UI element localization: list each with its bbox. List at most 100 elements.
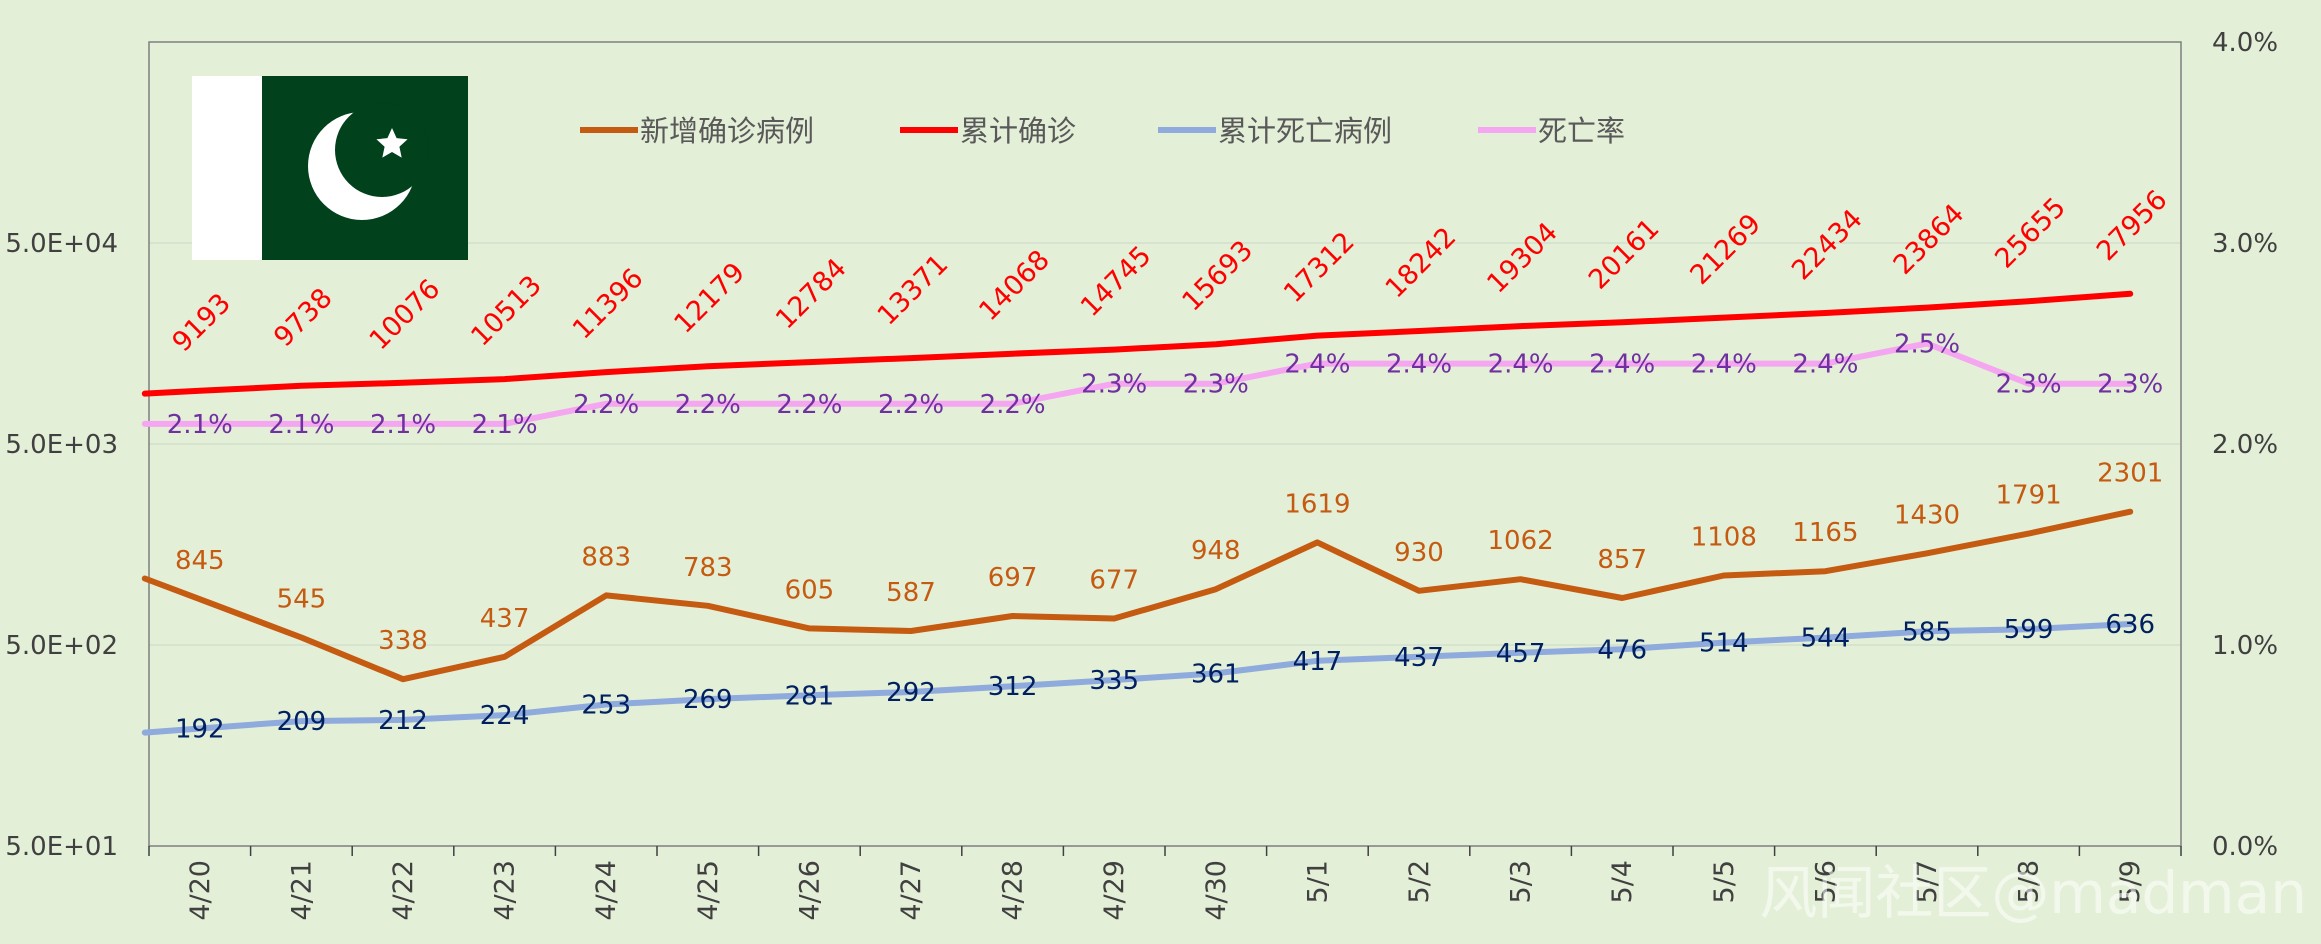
data-label: 335 bbox=[1089, 666, 1139, 696]
axes: 5.0E+01 5.0E+02 5.0E+03 5.0E+04 0.0% 1.0% 2.0%… bbox=[5, 28, 2278, 921]
data-label: 476 bbox=[1597, 635, 1647, 665]
data-label: 2.4% bbox=[1284, 350, 1350, 380]
data-label: 2.1% bbox=[268, 410, 334, 440]
data-label: 677 bbox=[1089, 566, 1139, 596]
data-label: 2.2% bbox=[573, 390, 639, 420]
x-tick-label: 5/7 bbox=[1912, 860, 1943, 903]
x-tick-label: 4/22 bbox=[388, 860, 419, 921]
data-label: 9738 bbox=[268, 283, 339, 354]
x-tick-label: 4/27 bbox=[896, 860, 927, 921]
data-label: 14068 bbox=[973, 244, 1056, 327]
data-label: 1619 bbox=[1284, 489, 1350, 519]
data-label: 361 bbox=[1191, 659, 1241, 689]
x-tick-label: 5/2 bbox=[1404, 860, 1435, 903]
data-label: 599 bbox=[2004, 615, 2054, 645]
series-line bbox=[141, 508, 2134, 683]
series-line bbox=[141, 340, 2134, 427]
data-label: 19304 bbox=[1481, 217, 1564, 300]
data-label: 437 bbox=[1394, 643, 1444, 673]
data-label: 636 bbox=[2105, 610, 2155, 640]
data-label: 312 bbox=[988, 672, 1038, 702]
data-label: 2.1% bbox=[472, 410, 538, 440]
data-label: 20161 bbox=[1583, 213, 1666, 296]
data-label: 545 bbox=[277, 584, 327, 614]
data-label: 585 bbox=[1902, 617, 1952, 647]
x-tick-label: 5/6 bbox=[1810, 860, 1841, 903]
data-label: 13371 bbox=[872, 249, 955, 332]
data-label: 2.2% bbox=[878, 390, 944, 420]
data-label: 338 bbox=[378, 626, 428, 656]
y-right-tick-label: 0.0% bbox=[2212, 832, 2278, 862]
data-label: 2.2% bbox=[980, 390, 1046, 420]
data-label: 18242 bbox=[1380, 222, 1463, 305]
x-tick-label: 4/29 bbox=[1099, 860, 1130, 921]
x-tick-label: 5/9 bbox=[2115, 860, 2146, 903]
data-label: 697 bbox=[988, 563, 1038, 593]
data-label: 10513 bbox=[465, 270, 548, 353]
data-label: 948 bbox=[1191, 536, 1241, 566]
data-label: 10076 bbox=[364, 273, 447, 356]
data-label: 457 bbox=[1496, 639, 1546, 669]
y-left-tick-label: 5.0E+02 bbox=[5, 631, 118, 661]
data-label: 1062 bbox=[1488, 526, 1554, 556]
data-label: 1165 bbox=[1792, 518, 1858, 548]
data-label: 224 bbox=[480, 701, 530, 731]
data-label: 12179 bbox=[668, 257, 751, 340]
data-label: 2.2% bbox=[675, 390, 741, 420]
data-label: 544 bbox=[1801, 624, 1851, 654]
data-label: 2.3% bbox=[2097, 370, 2163, 400]
data-label: 253 bbox=[581, 690, 631, 720]
data-label: 292 bbox=[886, 678, 936, 708]
data-label: 192 bbox=[175, 715, 225, 745]
y-left-tick-label: 5.0E+04 bbox=[5, 229, 118, 259]
data-label: 2.1% bbox=[167, 410, 233, 440]
data-label: 857 bbox=[1597, 545, 1647, 575]
y-left-tick-label: 5.0E+01 bbox=[5, 832, 118, 862]
data-label: 17312 bbox=[1278, 226, 1361, 309]
data-label: 14745 bbox=[1075, 240, 1158, 323]
legend-label: 死亡率 bbox=[1538, 114, 1625, 148]
data-label: 209 bbox=[277, 707, 327, 737]
x-tick-label: 5/1 bbox=[1302, 860, 1333, 903]
data-label: 2.4% bbox=[1386, 350, 1452, 380]
data-label: 25655 bbox=[1989, 192, 2072, 275]
legend-label: 累计确诊 bbox=[960, 114, 1076, 148]
data-label: 1430 bbox=[1894, 500, 1960, 530]
data-label: 281 bbox=[785, 681, 835, 711]
data-label: 2.4% bbox=[1589, 350, 1655, 380]
data-labels: 845 545 338 437 883 783 605 587 697 677 948 1619 930… bbox=[167, 184, 2174, 744]
x-tick-label: 5/8 bbox=[2014, 860, 2045, 903]
x-tick-label: 4/23 bbox=[490, 860, 521, 921]
data-label: 2.3% bbox=[1081, 370, 1147, 400]
data-label: 212 bbox=[378, 706, 428, 736]
x-tick-label: 4/21 bbox=[286, 860, 317, 921]
series-line bbox=[141, 621, 2134, 736]
legend: 新增确诊病例 累计确诊 累计死亡病例 死亡率 bbox=[580, 114, 1625, 148]
data-label: 417 bbox=[1293, 647, 1343, 677]
data-label: 514 bbox=[1699, 629, 1749, 659]
y-right-tick-label: 4.0% bbox=[2212, 28, 2278, 58]
data-label: 9193 bbox=[167, 288, 238, 359]
data-label: 1108 bbox=[1691, 523, 1757, 553]
data-label: 2.4% bbox=[1488, 350, 1554, 380]
data-label: 2.2% bbox=[776, 390, 842, 420]
data-label: 1791 bbox=[1996, 481, 2062, 511]
data-label: 11396 bbox=[567, 263, 650, 346]
x-tick-label: 5/5 bbox=[1709, 860, 1740, 903]
data-label: 2.3% bbox=[1183, 370, 1249, 400]
y-right-tick-label: 1.0% bbox=[2212, 631, 2278, 661]
data-label: 605 bbox=[785, 575, 835, 605]
x-tick-label: 4/25 bbox=[693, 860, 724, 921]
data-label: 845 bbox=[175, 546, 225, 576]
data-label: 2.4% bbox=[1691, 350, 1757, 380]
data-label: 269 bbox=[683, 685, 733, 715]
y-left-tick-label: 5.0E+03 bbox=[5, 430, 118, 460]
x-tick-label: 4/24 bbox=[591, 860, 622, 921]
data-label: 21269 bbox=[1684, 208, 1767, 291]
pakistan-flag-icon bbox=[192, 76, 468, 260]
data-label: 23864 bbox=[1888, 198, 1971, 281]
data-label: 15693 bbox=[1176, 235, 1259, 318]
y-right-tick-label: 3.0% bbox=[2212, 229, 2278, 259]
legend-label: 累计死亡病例 bbox=[1218, 114, 1392, 148]
